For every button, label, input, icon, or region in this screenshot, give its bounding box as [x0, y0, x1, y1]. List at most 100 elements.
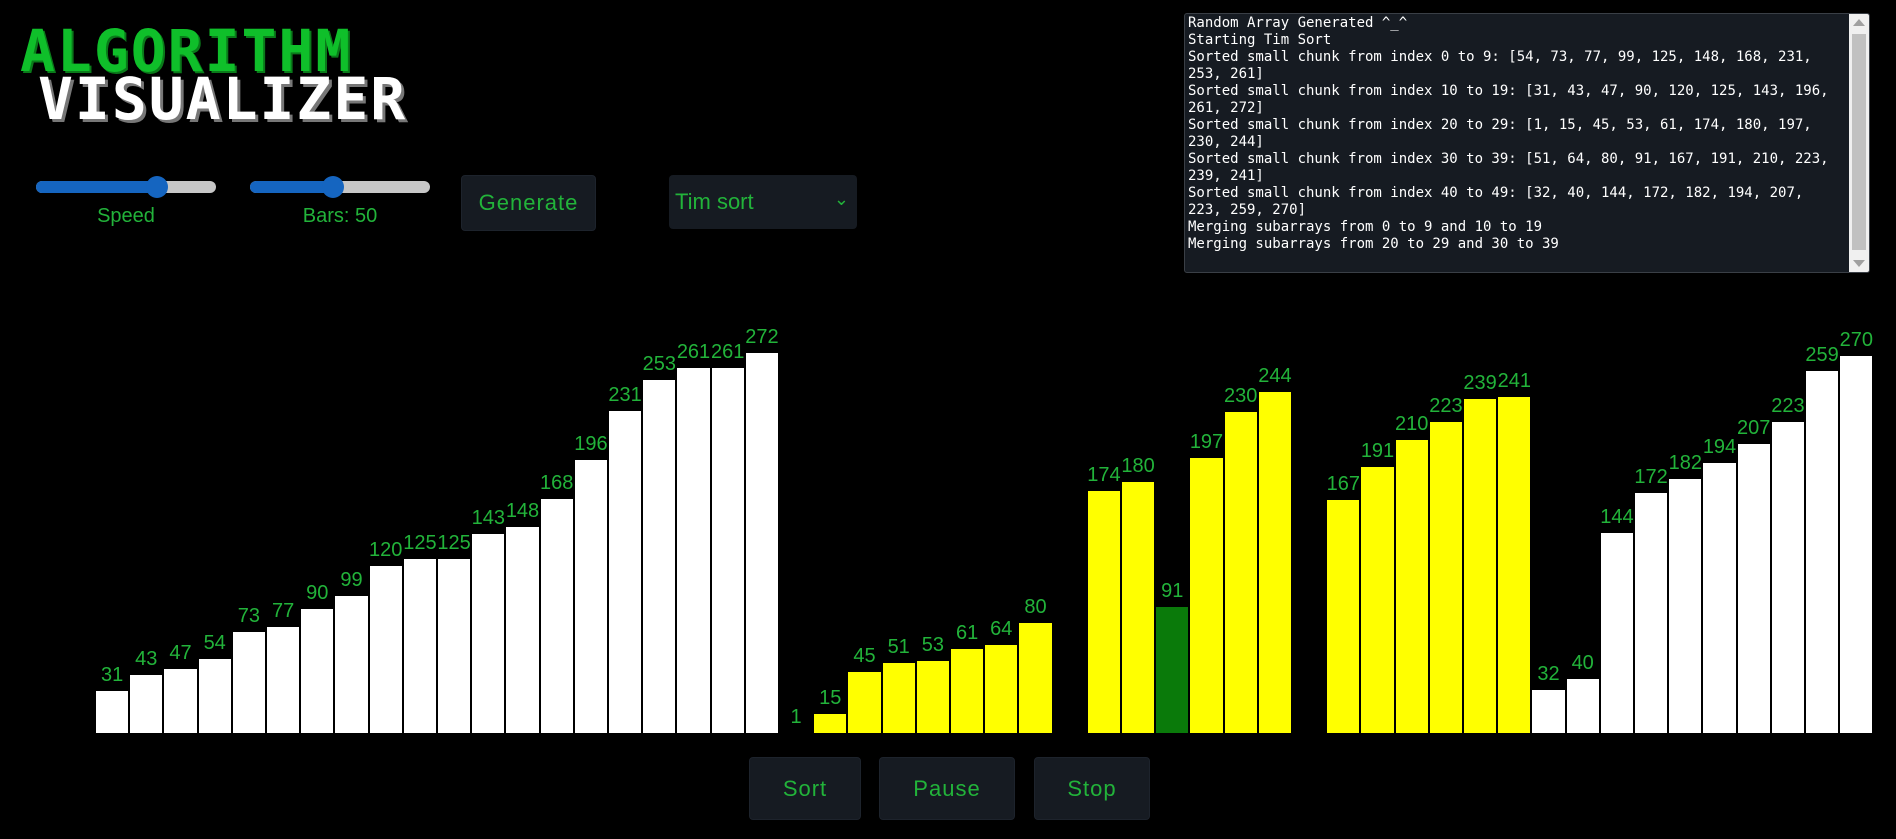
bar-value-label: 91: [1161, 580, 1184, 603]
bar-value-label: 241: [1497, 369, 1531, 392]
bar-value-label: 144: [1600, 505, 1634, 528]
scrollbar-thumb[interactable]: [1852, 34, 1866, 250]
log-panel[interactable]: Random Array Generated ^_^ Starting Tim …: [1184, 13, 1870, 273]
bar: [266, 625, 301, 734]
log-scrollbar[interactable]: [1849, 14, 1869, 272]
bar: [1599, 531, 1634, 734]
bar-value-label: 15: [819, 686, 842, 709]
bar-value-label: 143: [471, 507, 505, 530]
bar: [915, 659, 950, 734]
bar: [163, 667, 198, 734]
bars-slider-group: Bars: 50: [250, 176, 430, 228]
bar: [95, 690, 130, 734]
scroll-up-icon[interactable]: [1853, 19, 1865, 26]
bar-value-label: 51: [887, 636, 910, 659]
bars-slider-thumb[interactable]: [321, 176, 344, 198]
speed-slider[interactable]: [36, 176, 216, 198]
bar: [1770, 420, 1805, 734]
generate-button[interactable]: Generate: [461, 175, 596, 231]
bar: [471, 533, 506, 734]
bar-value-label: 196: [574, 432, 608, 455]
bars-slider[interactable]: [250, 176, 430, 198]
bar-value-label: 31: [100, 664, 124, 687]
bar: [1018, 621, 1053, 734]
bar-value-label: 230: [1224, 384, 1258, 407]
bar-value-label: 239: [1463, 372, 1497, 395]
bar: [129, 673, 164, 734]
stop-button[interactable]: Stop: [1034, 757, 1150, 820]
bar-value-label: 223: [1771, 394, 1805, 417]
bar-value-label: 1: [790, 706, 802, 728]
speed-slider-thumb[interactable]: [145, 176, 168, 198]
bar-value-label: 172: [1634, 466, 1668, 489]
pause-button[interactable]: Pause: [879, 757, 1015, 820]
bar-value-label: 244: [1258, 365, 1292, 388]
bar: [505, 526, 540, 734]
bar: [1531, 689, 1566, 734]
bar-value-label: 64: [990, 618, 1013, 641]
sort-button[interactable]: Sort: [749, 757, 861, 820]
bar-value-label: 61: [955, 622, 979, 645]
bar-value-label: 53: [921, 633, 945, 656]
bar-value-label: 73: [237, 605, 261, 628]
speed-slider-group: Speed: [36, 176, 216, 228]
bar: [1360, 465, 1395, 734]
bar: [1189, 457, 1224, 734]
bar-value-label: 180: [1121, 455, 1155, 478]
bar-value-label: 259: [1805, 344, 1839, 367]
bar: [1121, 481, 1156, 734]
scroll-down-icon[interactable]: [1853, 260, 1865, 267]
bar-value-label: 54: [203, 632, 226, 655]
bar: [1257, 391, 1292, 734]
bar: [676, 367, 711, 734]
bar: [197, 658, 232, 734]
bar: [608, 409, 643, 734]
bar: [1428, 420, 1463, 734]
bar-value-label: 120: [369, 539, 403, 562]
bar: [1326, 499, 1361, 734]
bar-value-label: 40: [1571, 651, 1594, 674]
bar: [710, 367, 745, 734]
bar: [368, 565, 403, 734]
bar: [1805, 370, 1840, 734]
log-text: Random Array Generated ^_^ Starting Tim …: [1188, 15, 1829, 252]
bar-value-label: 148: [505, 500, 540, 523]
bar: [881, 662, 916, 734]
bar-value-label: 197: [1189, 431, 1224, 454]
bar-value-label: 191: [1360, 439, 1395, 462]
bar-value-label: 32: [1537, 663, 1560, 686]
bar-value-label: 231: [608, 383, 642, 406]
bar: [1223, 410, 1258, 734]
bar-value-label: 261: [676, 341, 711, 364]
bar-value-label: 125: [403, 532, 437, 555]
bar: [1155, 606, 1190, 734]
bar: [1736, 443, 1771, 734]
bar-value-label: 223: [1429, 394, 1463, 417]
bar: [950, 648, 985, 734]
bar-value-label: 45: [853, 644, 876, 667]
bar-value-label: 47: [169, 641, 192, 664]
app-title-line1: ALGORITHM: [20, 17, 353, 85]
bar: [744, 352, 779, 734]
algorithm-select-value: Tim sort: [675, 189, 754, 214]
bar: [231, 631, 266, 734]
bar-value-label: 43: [135, 647, 158, 670]
bar: [1086, 489, 1121, 734]
bar: [1497, 395, 1532, 734]
bars-count-label: Bars: 50: [302, 205, 378, 227]
bar: [1565, 677, 1600, 734]
bar: [847, 670, 882, 734]
bar-value-label: 99: [340, 568, 363, 591]
bar: [1839, 354, 1874, 734]
bar-value-label: 90: [306, 581, 329, 604]
bar-value-label: 167: [1326, 473, 1360, 496]
bar-value-label: 253: [642, 352, 676, 375]
speed-slider-fill: [36, 181, 157, 193]
bar: [402, 558, 437, 734]
bar-value-label: 174: [1087, 463, 1121, 486]
bar: [779, 732, 814, 734]
bar: [573, 458, 608, 734]
bar-value-label: 125: [437, 532, 471, 555]
algorithm-select[interactable]: Tim sort ⌄: [669, 175, 857, 229]
bar-value-label: 272: [745, 326, 779, 348]
